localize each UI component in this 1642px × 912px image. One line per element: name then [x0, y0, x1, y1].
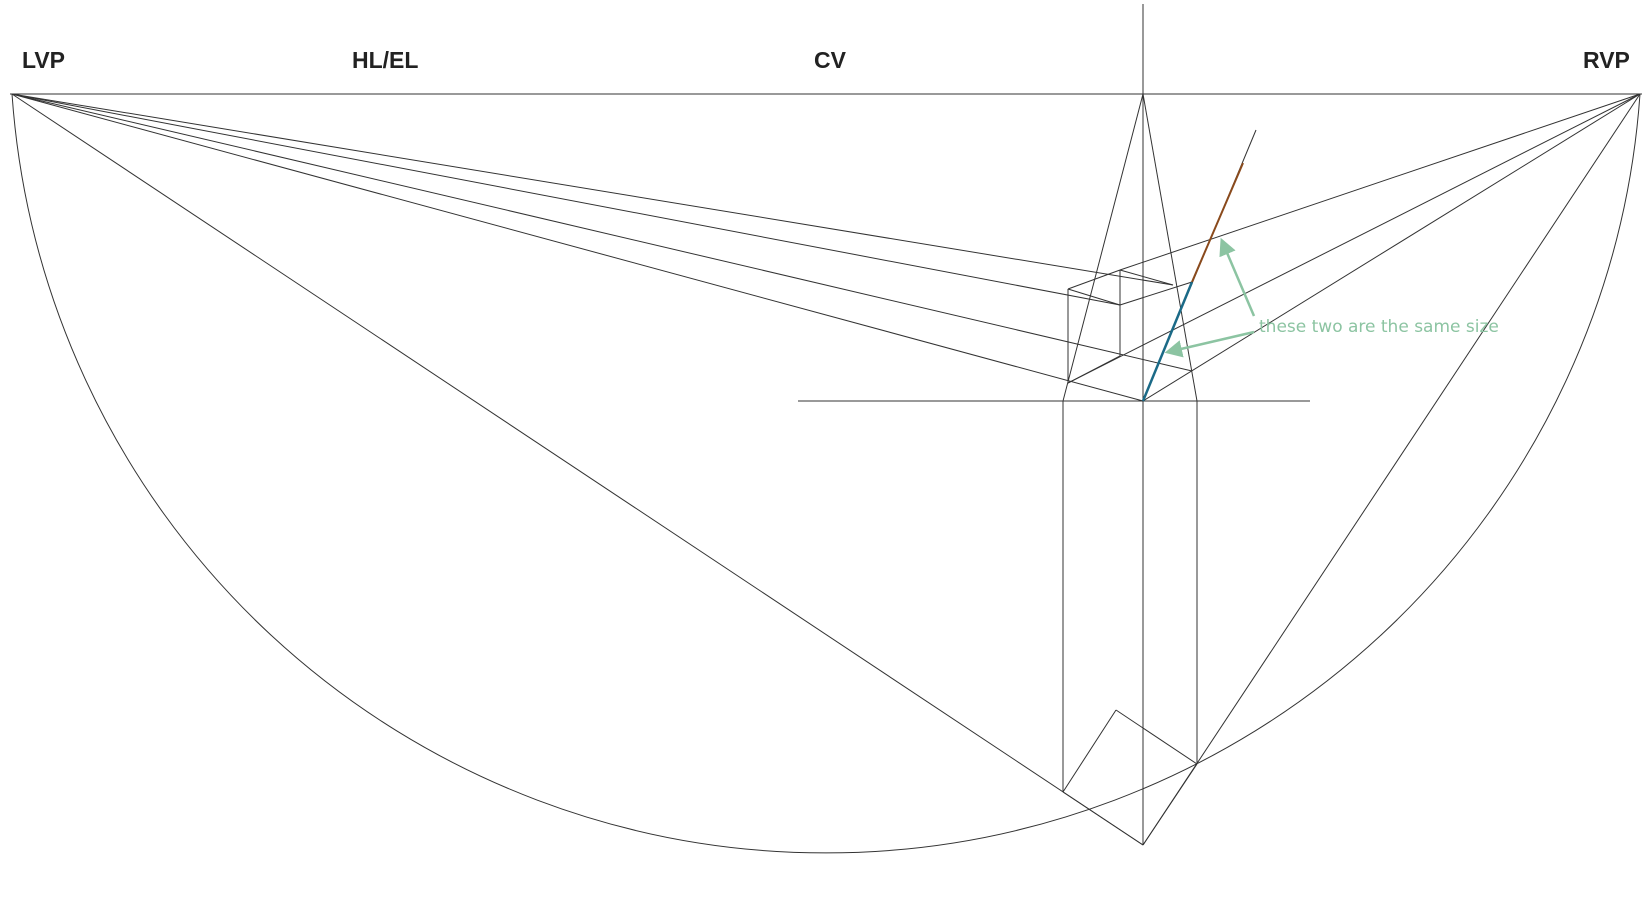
box [1067, 269, 1193, 384]
plan-edge [1062, 709, 1117, 793]
plan-edge [1062, 791, 1144, 846]
label-hl-el: HL/EL [352, 47, 419, 73]
annotation-text: these two are the same size [1259, 317, 1499, 337]
annotation-arrow-up [1219, 237, 1256, 317]
label-rvp: RVP [1583, 47, 1630, 73]
cone-line-right [1142, 93, 1198, 402]
plan-edge [1115, 709, 1198, 765]
rvp-line [1067, 93, 1641, 384]
lvp-line [11, 93, 1121, 306]
rvp-line [1142, 93, 1641, 846]
lvp-line [11, 93, 1174, 286]
rvp-line [1142, 93, 1641, 402]
rvp-convergence-lines [1067, 93, 1641, 846]
box-edge [1119, 269, 1174, 286]
box-edge [1119, 281, 1193, 306]
lvp-convergence-lines [11, 93, 1193, 846]
box-edge [1067, 355, 1121, 384]
rvp-line [1119, 93, 1641, 271]
lvp-line [11, 93, 1144, 402]
cone-line-left [1062, 93, 1144, 402]
box-edge [1067, 269, 1121, 290]
plan-edge [1142, 763, 1198, 846]
station-point-arc [11, 93, 1641, 854]
highlight-orange-segment [1191, 162, 1244, 283]
annotation-arrow-left [1164, 330, 1255, 358]
lvp-line [11, 93, 1144, 846]
lvp-line [11, 93, 1193, 372]
label-cv: CV [814, 47, 846, 73]
label-lvp: LVP [22, 47, 66, 73]
plan-view [1062, 709, 1198, 846]
box-edge [1067, 288, 1121, 306]
